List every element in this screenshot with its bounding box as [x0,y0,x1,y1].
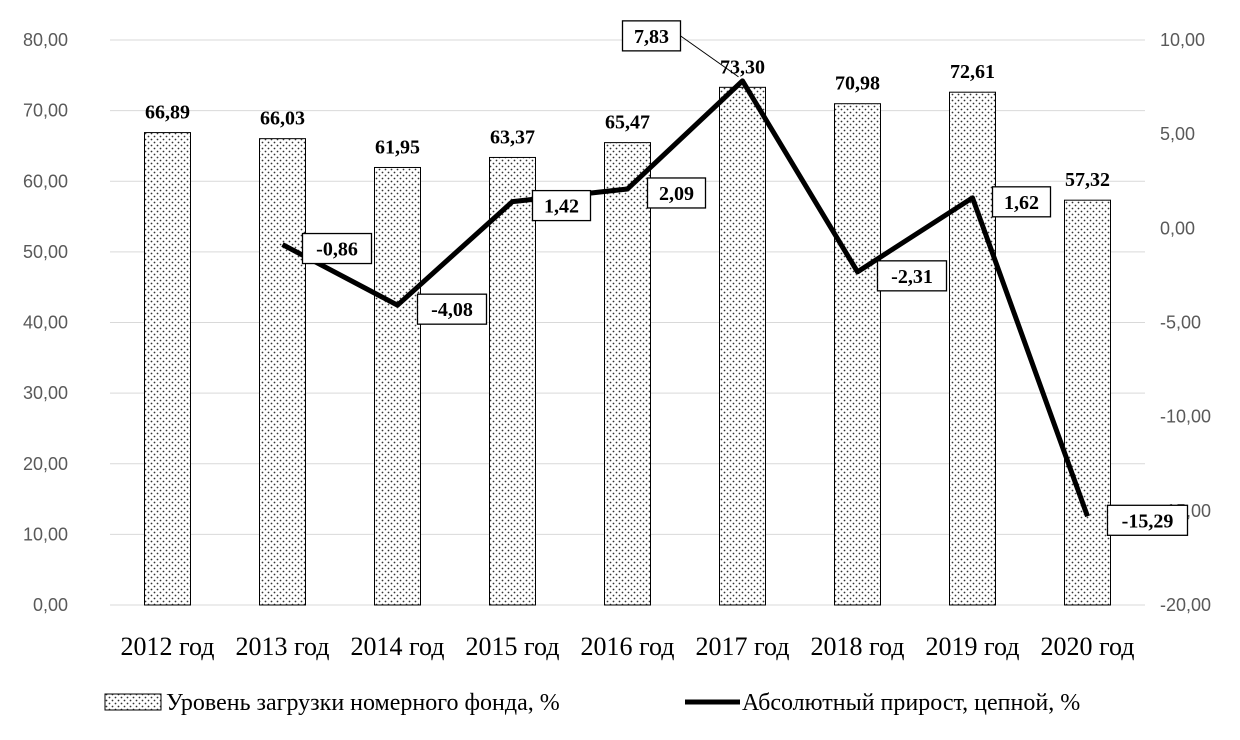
line-value-label: 1,62 [1004,192,1039,214]
line-value-label: -4,08 [431,299,473,321]
left-tick-label: 80,00 [23,30,68,50]
line-value-label-box [301,232,373,265]
category-label: 2012 год [121,632,215,661]
bar-value-label: 72,61 [950,61,995,83]
right-tick-label: 5,00 [1160,124,1195,144]
right-tick-label: -5,00 [1160,313,1201,333]
line-value-label: -2,31 [891,266,933,288]
category-labels: 2012 год 2013 год 2014 год 2015 год 2016 год… [121,632,1135,661]
line-value-label: -15,29 [1122,510,1174,532]
left-tick-label: 30,00 [23,383,68,403]
category-label: 2020 год [1041,632,1135,661]
line-value-label-box [621,20,682,52]
line-value-label-box [876,260,948,292]
right-tick-label: -10,00 [1160,407,1211,427]
left-tick-label: 0,00 [33,595,68,615]
bar [489,156,536,606]
bar [259,138,306,606]
left-tick-label: 60,00 [23,171,68,191]
bar [949,91,996,606]
line-value-label: 7,83 [634,26,669,48]
line-value-label-box [991,186,1052,218]
bar-value-label: 65,47 [605,112,650,134]
legend-bar-swatch [104,693,162,711]
bar-value-label: 66,03 [260,108,305,130]
left-tick-label: 70,00 [23,101,68,121]
left-tick-label: 20,00 [23,454,68,474]
label-leader [680,35,739,78]
left-tick-label: 10,00 [23,524,68,544]
category-label: 2018 год [811,632,905,661]
bar-value-label: 61,95 [375,136,420,158]
line-value-label-box [531,189,592,222]
bar [604,142,651,606]
legend: Уровень загрузки номерного фонда, % Абсол… [104,690,1080,716]
line-value-label-box [1106,504,1189,536]
category-label: 2019 год [926,632,1020,661]
line-value-label: 1,42 [544,196,579,218]
category-label: 2017 год [696,632,790,661]
line-value-label: -0,86 [316,239,358,261]
category-label: 2014 год [351,632,445,661]
bar-value-label: 73,30 [720,56,765,78]
line-value-label-box [416,293,488,325]
left-tick-label: 40,00 [23,313,68,333]
bar-value-label: 66,89 [145,102,190,124]
bar-data-labels: 66,89 66,03 61,95 63,37 65,47 73,30 70,98 72,61… [145,56,1110,191]
bar [719,86,766,606]
bar [144,132,191,606]
line-value-label-box [646,177,707,209]
left-axis-ticks: 0,00 10,00 20,00 30,00 40,00 50,00 60,00 70,00 8… [23,30,68,615]
bar-value-label: 63,37 [490,126,535,148]
category-label: 2016 год [581,632,675,661]
legend-bar-label: Уровень загрузки номерного фонда, % [166,690,560,716]
line-series-path [281,78,1090,518]
right-tick-label: -20,00 [1160,595,1211,615]
bar-value-label: 57,32 [1065,169,1110,191]
bar-value-label: 70,98 [835,73,880,95]
category-label: 2013 год [236,632,330,661]
bar [834,103,881,606]
line-series [281,78,1090,518]
line-data-labels: -0,86 -4,08 1,42 2,09 7,83 -2,31 1,62 -15,29 [301,20,1189,536]
bar [1064,199,1111,606]
right-tick-label: 10,00 [1160,30,1205,50]
right-tick-label: 0,00 [1160,218,1195,238]
bar [374,166,421,606]
line-value-label: 2,09 [659,183,694,205]
left-tick-label: 50,00 [23,242,68,262]
legend-line-label: Абсолютный прирост, цепной, % [742,690,1080,716]
category-label: 2015 год [466,632,560,661]
bars [144,86,1111,606]
